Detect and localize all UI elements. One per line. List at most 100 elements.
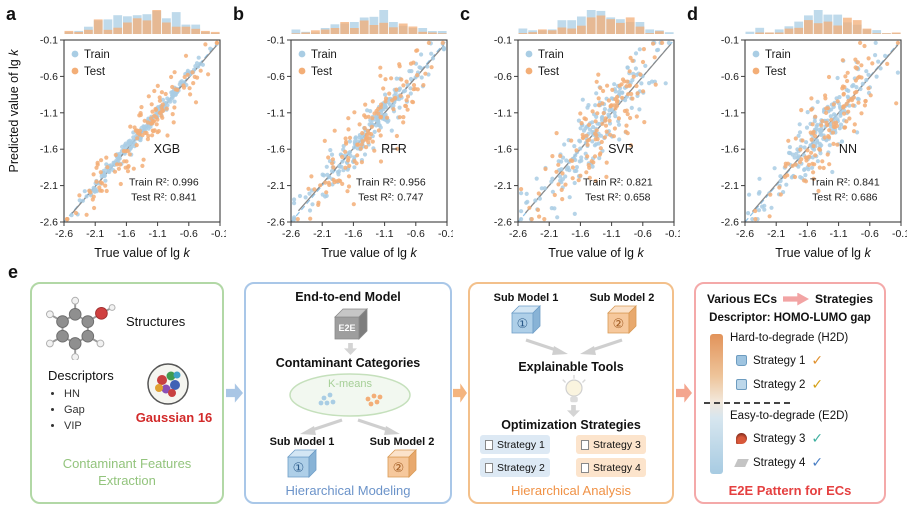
scatter-panels-row: a Predicted value of lg k -2.6 -2.1 -1.6 -1… — [6, 0, 907, 262]
svg-text:RFR: RFR — [381, 142, 407, 156]
cube-2-number: ② — [393, 460, 405, 475]
threshold-dashed-line — [704, 402, 790, 404]
sub-model-1-label: Sub Model 1 — [493, 292, 559, 304]
scatter-plot-d: -2.6 -2.1 -1.6 -1.1 -0.6 -0.1 -2.6 -2.1 -1.6 -1.1… — [721, 36, 907, 240]
svg-text:Test: Test — [84, 66, 106, 78]
modeling-box-caption: Hierarchical Modeling — [285, 483, 411, 498]
svg-text:-2.6: -2.6 — [267, 217, 285, 229]
svg-text:-0.6: -0.6 — [721, 71, 739, 83]
panel-label-a: a — [6, 4, 17, 24]
svg-text:-1.1: -1.1 — [721, 107, 739, 119]
sub-model-1-cube-icon: ① — [287, 449, 317, 478]
sub-model-2-cube-icon: ② — [607, 305, 637, 334]
svg-text:-0.6: -0.6 — [634, 228, 652, 240]
y-axis-label: Predicted value of lg k — [7, 31, 21, 191]
gaussian-logo-icon — [147, 363, 189, 405]
svg-text:-2.6: -2.6 — [282, 228, 300, 240]
document-icon — [581, 462, 589, 473]
feature-extraction-box: Structures Descriptors HN Gap VIP Gaussi… — [30, 282, 224, 504]
e2e-cube-label: E2E — [338, 323, 355, 333]
strategy-3-chip: Strategy 3 — [576, 435, 646, 454]
flame-icon — [736, 433, 747, 444]
strategy-2-label: Strategy 2 — [497, 461, 545, 474]
scatter-plot-c: -2.6 -2.1 -1.6 -1.1 -0.6 -0.1 -2.6 -2.1 -1.6 -1.1… — [494, 36, 680, 240]
hierarchical-modeling-box: End-to-end Model E2E Contaminant Categor… — [244, 282, 452, 504]
panel-label-c: c — [460, 4, 471, 24]
sub-model-2-label: Sub Model 2 — [369, 436, 435, 448]
svg-text:Test R²: 0.841: Test R²: 0.841 — [131, 192, 197, 204]
panel-label-d: d — [687, 4, 698, 24]
svg-text:SVR: SVR — [608, 142, 634, 156]
molecule-structure-icon — [46, 296, 116, 360]
svg-text:Test: Test — [311, 66, 333, 78]
svg-text:-2.6: -2.6 — [55, 228, 73, 240]
sub-model-1-label: Sub Model 1 — [269, 436, 335, 448]
strategy-1-row: Strategy 1 ✓ — [736, 352, 823, 369]
document-icon — [485, 439, 493, 450]
x-axis-label-text: True value of lg — [94, 246, 180, 260]
svg-text:-1.6: -1.6 — [571, 228, 589, 240]
easy-to-degrade-label: Easy-to-degrade (E2D) — [730, 410, 849, 422]
analysis-box-caption: Hierarchical Analysis — [511, 483, 631, 498]
svg-text:-2.1: -2.1 — [40, 180, 58, 192]
svg-text:-1.6: -1.6 — [344, 228, 362, 240]
strategy-1-chip: Strategy 1 — [480, 435, 550, 454]
pink-arrow-icon — [783, 292, 809, 306]
panel-c: c -2.6 -2.1 -1.6 -1.1 -0.6 -0.1 -2.6 -2.1 -1.6 -1… — [454, 0, 681, 262]
cube-2-number: ② — [613, 316, 625, 331]
e2e-pattern-box: Various ECs Strategies Descriptor: HOMO-… — [694, 282, 886, 504]
svg-text:-2.6: -2.6 — [721, 217, 739, 229]
explainable-tools-heading: Explainable Tools — [518, 360, 624, 374]
sheet-icon — [734, 458, 749, 467]
svg-text:-2.1: -2.1 — [313, 228, 331, 240]
strategy-2-label: Strategy 2 — [753, 378, 806, 391]
descriptor-item: VIP — [64, 420, 85, 432]
sub-model-1-cube-icon: ① — [511, 305, 541, 334]
strategy-4-row: Strategy 4 ✓ — [734, 454, 823, 471]
marginal-histogram-c — [518, 10, 674, 34]
panel-label-b: b — [233, 4, 244, 24]
optimization-strategies-heading: Optimization Strategies — [501, 418, 641, 432]
converge-arrows-icon — [525, 338, 623, 355]
svg-text:-0.1: -0.1 — [665, 228, 680, 240]
kmeans-cluster-icon: K-means — [289, 373, 411, 417]
document-icon — [485, 462, 493, 473]
contaminant-categories-heading: Contaminant Categories — [275, 356, 421, 370]
feature-box-caption: Contaminant Features Extraction — [62, 456, 192, 488]
y-axis-variable: k — [7, 49, 21, 56]
svg-text:-1.1: -1.1 — [603, 228, 621, 240]
svg-text:-1.1: -1.1 — [267, 107, 285, 119]
svg-text:Test: Test — [765, 66, 787, 78]
svg-text:-0.1: -0.1 — [40, 36, 58, 47]
end-to-end-model-heading: End-to-end Model — [295, 290, 401, 304]
svg-text:-0.1: -0.1 — [211, 228, 226, 240]
svg-text:Train R²: 0.841: Train R²: 0.841 — [810, 177, 880, 189]
svg-text:Train: Train — [311, 49, 337, 61]
x-axis-label-b: True value of lg k — [321, 246, 417, 260]
descriptor-item: HN — [64, 388, 85, 400]
gaussian-label: Gaussian 16 — [135, 410, 213, 425]
panel-b: b -2.6 -2.1 -1.6 -1.1 -0.6 -0.1 -2.6 -2.1 -1.6 -1… — [227, 0, 454, 262]
check-icon: ✓ — [811, 430, 824, 446]
svg-text:-1.6: -1.6 — [117, 228, 135, 240]
descriptor-heading: Descriptor: HOMO-LUMO gap — [709, 312, 871, 324]
scatter-plot-a: -2.6 -2.1 -1.6 -1.1 -0.6 -0.1 -2.6 -2.1 -1.6 -1.1… — [40, 36, 226, 240]
svg-text:-1.1: -1.1 — [830, 228, 848, 240]
svg-text:-2.1: -2.1 — [767, 228, 785, 240]
x-axis-label-c: True value of lg k — [548, 246, 644, 260]
scatter-plot-b: -2.6 -2.1 -1.6 -1.1 -0.6 -0.1 -2.6 -2.1 -1.6 -1.1… — [267, 36, 453, 240]
check-icon: ✓ — [811, 376, 824, 392]
svg-text:XGB: XGB — [154, 142, 180, 156]
branch-arrows-icon — [300, 418, 400, 435]
descriptors-label: Descriptors — [48, 368, 114, 383]
strategy-2-row: Strategy 2 ✓ — [736, 376, 823, 393]
cube-1-number: ① — [293, 460, 305, 475]
lightbulb-icon — [562, 374, 586, 403]
descriptor-list: HN Gap VIP — [54, 388, 85, 436]
x-axis-label-a: True value of lg k — [42, 246, 242, 260]
svg-text:Train: Train — [538, 49, 564, 61]
strategy-2-chip: Strategy 2 — [480, 458, 550, 477]
hierarchical-analysis-box: Sub Model 1 Sub Model 2 ① ② Explainable … — [468, 282, 674, 504]
check-icon: ✓ — [811, 352, 824, 368]
panel-label-e: e — [8, 262, 19, 282]
